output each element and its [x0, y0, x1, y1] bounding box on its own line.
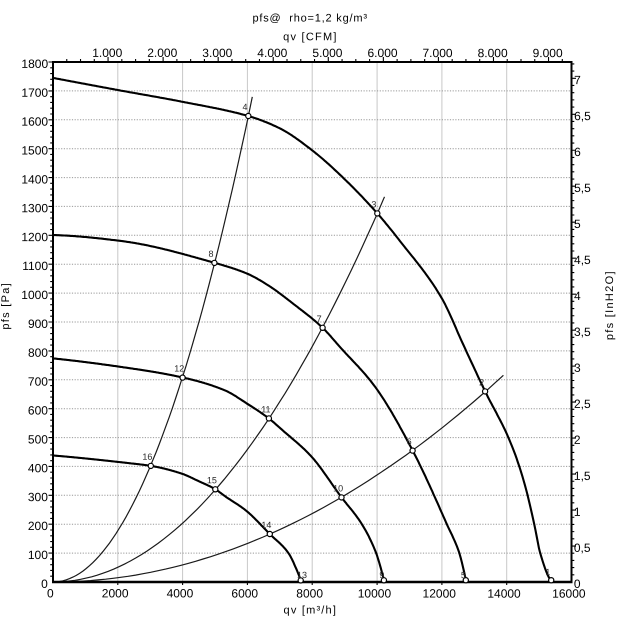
svg-text:8.000: 8.000: [478, 46, 508, 60]
svg-text:5,5: 5,5: [574, 181, 591, 195]
svg-text:5: 5: [574, 217, 581, 231]
svg-text:13: 13: [297, 570, 307, 580]
svg-text:6,5: 6,5: [574, 109, 591, 123]
svg-text:4,5: 4,5: [574, 253, 591, 267]
svg-text:pfs@ rho=1,2 kg/m³: pfs@ rho=1,2 kg/m³: [252, 12, 367, 24]
svg-text:4: 4: [242, 102, 247, 112]
svg-text:1400: 1400: [21, 172, 48, 186]
svg-text:pfs [InH2O]: pfs [InH2O]: [604, 270, 616, 340]
svg-text:6: 6: [574, 145, 581, 159]
svg-text:3: 3: [574, 361, 581, 375]
svg-text:14: 14: [261, 520, 271, 530]
svg-text:0,5: 0,5: [574, 541, 591, 555]
svg-text:6000: 6000: [231, 586, 258, 600]
svg-text:3,5: 3,5: [574, 325, 591, 339]
svg-text:2,5: 2,5: [574, 397, 591, 411]
svg-text:700: 700: [28, 375, 48, 389]
svg-text:0: 0: [47, 586, 54, 600]
svg-text:1800: 1800: [21, 57, 48, 71]
svg-text:1000: 1000: [21, 288, 48, 302]
svg-text:600: 600: [28, 404, 48, 418]
svg-text:9.000: 9.000: [533, 46, 563, 60]
svg-text:12: 12: [174, 364, 184, 374]
svg-text:15: 15: [207, 475, 217, 485]
svg-text:11: 11: [261, 404, 270, 414]
svg-text:900: 900: [28, 317, 48, 331]
svg-text:3.000: 3.000: [202, 46, 232, 60]
svg-text:14000: 14000: [487, 587, 521, 601]
svg-text:5.000: 5.000: [312, 46, 342, 60]
svg-text:2: 2: [574, 433, 581, 447]
svg-text:pfs [Pa]: pfs [Pa]: [0, 282, 12, 330]
svg-text:4000: 4000: [167, 586, 194, 600]
svg-text:100: 100: [28, 548, 48, 562]
svg-text:1,5: 1,5: [574, 469, 591, 483]
svg-text:7.000: 7.000: [423, 46, 453, 60]
svg-text:0: 0: [41, 577, 48, 591]
svg-text:8000: 8000: [296, 586, 323, 600]
svg-text:6.000: 6.000: [368, 46, 398, 60]
svg-text:7: 7: [317, 314, 322, 324]
svg-text:16000: 16000: [552, 587, 586, 601]
svg-text:qv [m³/h]: qv [m³/h]: [284, 604, 338, 616]
svg-text:300: 300: [28, 490, 48, 504]
svg-text:1.000: 1.000: [92, 46, 122, 60]
svg-text:1500: 1500: [21, 144, 48, 158]
svg-text:9: 9: [379, 570, 384, 580]
svg-text:500: 500: [28, 432, 48, 446]
svg-text:2: 2: [479, 377, 484, 387]
svg-text:1: 1: [574, 505, 581, 519]
svg-text:0: 0: [574, 577, 581, 591]
svg-text:12000: 12000: [423, 587, 457, 601]
svg-text:400: 400: [28, 461, 48, 475]
svg-text:10000: 10000: [358, 587, 392, 601]
svg-text:16: 16: [142, 452, 152, 462]
svg-text:qv [CFM]: qv [CFM]: [283, 31, 338, 43]
svg-text:4.000: 4.000: [257, 46, 287, 60]
svg-text:3: 3: [371, 199, 376, 209]
svg-text:1: 1: [545, 567, 550, 577]
svg-text:6: 6: [407, 437, 412, 447]
svg-text:8: 8: [209, 249, 214, 259]
svg-text:800: 800: [28, 346, 48, 360]
svg-text:1200: 1200: [21, 230, 48, 244]
svg-text:2000: 2000: [102, 586, 129, 600]
svg-text:1300: 1300: [21, 201, 48, 215]
svg-text:200: 200: [28, 519, 48, 533]
svg-text:1100: 1100: [22, 259, 48, 273]
svg-text:10: 10: [333, 483, 343, 493]
svg-text:1700: 1700: [21, 86, 48, 100]
svg-text:5: 5: [461, 570, 466, 580]
svg-text:7: 7: [574, 73, 581, 87]
svg-text:1600: 1600: [21, 115, 48, 129]
svg-text:2.000: 2.000: [147, 46, 177, 60]
svg-text:4: 4: [574, 289, 581, 303]
